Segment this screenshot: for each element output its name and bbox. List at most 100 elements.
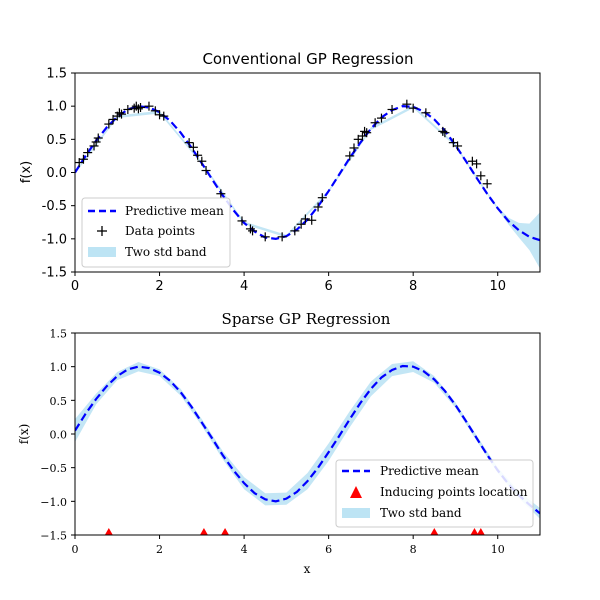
data-point-marker <box>193 150 203 160</box>
legend-label-inducing: Inducing points location <box>380 485 528 499</box>
data-point-marker <box>216 189 226 199</box>
chart-conventional: Conventional GP Regression 0 2 4 6 8 10 -1.5-… <box>19 50 541 294</box>
x-tick-label: 10 <box>491 543 505 556</box>
data-point-marker <box>296 219 306 229</box>
y-tick-label: -1.5 <box>42 266 67 281</box>
y-tick-label: 0.0 <box>46 166 67 181</box>
data-point-marker <box>421 108 431 118</box>
data-point-marker <box>349 143 359 153</box>
data-point-marker <box>290 226 300 236</box>
legend-label-mean: Predictive mean <box>125 204 224 218</box>
x-tick-label: 4 <box>241 543 248 556</box>
legend-label-band: Two std band <box>125 245 207 259</box>
data-point-marker <box>104 119 114 129</box>
data-point-marker <box>91 137 101 147</box>
data-point-marker <box>136 102 146 112</box>
y-tick-label: 0.5 <box>50 395 68 408</box>
y-axis: −1.5 −1.0 −0.5 0.0 0.5 1.0 1.5 <box>40 328 75 543</box>
y-tick-label: 1.5 <box>50 328 68 341</box>
inducing-points-layer <box>104 528 485 535</box>
data-point-marker <box>155 110 165 120</box>
data-point-marker <box>117 109 126 119</box>
data-point-marker <box>201 166 211 176</box>
std-band-layer <box>75 361 540 519</box>
x-tick-label: 8 <box>409 279 417 294</box>
data-point-marker <box>237 216 247 226</box>
y-tick-label: 1.0 <box>46 100 67 115</box>
data-point-marker <box>362 128 372 138</box>
y-tick-label: 1.5 <box>46 67 67 82</box>
x-tick-label: 0 <box>71 279 79 294</box>
data-point-marker <box>159 111 169 121</box>
x-tick-label: 6 <box>324 279 332 294</box>
inducing-point-marker <box>104 528 113 535</box>
predictive-mean-layer <box>75 105 540 242</box>
legend-triangle-icon <box>350 486 362 498</box>
legend-box <box>81 197 231 268</box>
data-point-marker <box>248 226 258 236</box>
y-axis: -1.5 -1.0 -0.5 0.0 0.5 1.0 1.5 <box>42 67 75 281</box>
data-point-marker <box>123 104 133 114</box>
data-point-marker <box>184 138 194 148</box>
x-tick-label: 2 <box>155 279 163 294</box>
y-axis-label: f(x) <box>19 161 34 183</box>
y-tick-label: −0.5 <box>40 462 67 475</box>
data-point-marker <box>408 103 418 113</box>
data-point-marker <box>360 126 370 136</box>
x-tick-label: 4 <box>240 279 248 294</box>
data-point-marker <box>133 104 143 114</box>
data-point-marker <box>376 113 386 123</box>
data-point-marker <box>472 159 482 169</box>
data-point-marker <box>277 232 287 242</box>
y-tick-label: 1.0 <box>50 361 68 374</box>
data-point-marker <box>387 104 397 114</box>
data-point-marker <box>150 106 160 116</box>
x-tick-label: 6 <box>325 543 332 556</box>
data-point-marker <box>260 232 270 242</box>
data-point-marker <box>402 99 412 109</box>
y-tick-label: 0.5 <box>46 133 67 148</box>
data-point-marker <box>245 224 255 234</box>
legend-band-swatch-icon <box>88 247 116 257</box>
data-point-marker <box>345 151 355 161</box>
legend: Predictive mean Data points Two std band <box>81 197 231 268</box>
data-point-marker <box>313 202 323 212</box>
y-axis-label: f(x) <box>17 424 31 445</box>
legend-plus-icon <box>97 226 107 236</box>
x-axis: 0 2 4 6 8 10 <box>72 535 505 556</box>
data-point-marker <box>317 193 327 203</box>
x-axis: 0 2 4 6 8 10 <box>71 272 506 294</box>
data-point-marker <box>482 179 492 189</box>
chart-sparse: Sparse GP Regression 0 2 4 6 8 10 −1.5 −1.0 −0.… <box>17 310 541 576</box>
data-point-marker <box>370 118 380 128</box>
legend-label-band: Two std band <box>380 506 462 520</box>
data-point-marker <box>197 156 207 166</box>
data-point-marker <box>438 126 448 136</box>
data-points-layer <box>74 99 492 242</box>
data-point-marker <box>129 103 139 113</box>
data-point-marker <box>114 108 124 118</box>
inducing-point-marker <box>221 528 230 535</box>
x-tick-label: 0 <box>72 543 79 556</box>
y-tick-label: -1.0 <box>42 232 67 247</box>
predictive-mean-line <box>75 364 540 515</box>
inducing-point-marker <box>430 528 439 535</box>
predictive-mean-line <box>75 105 540 242</box>
data-point-marker <box>453 141 463 151</box>
legend-label-mean: Predictive mean <box>380 464 479 478</box>
legend-label-points: Data points <box>125 224 195 238</box>
chart-title: Conventional GP Regression <box>202 50 413 68</box>
data-point-marker <box>300 214 310 224</box>
legend-box <box>335 459 534 528</box>
y-tick-label: -0.5 <box>42 199 67 214</box>
predictive-mean-layer <box>75 364 540 515</box>
std-band-area <box>75 361 540 519</box>
data-point-marker <box>440 128 450 138</box>
y-tick-label: −1.0 <box>40 496 67 509</box>
legend: Predictive mean Inducing points location… <box>335 459 534 528</box>
data-point-marker <box>307 215 317 225</box>
y-tick-label: 0.0 <box>50 429 68 442</box>
legend-band-swatch-icon <box>342 508 370 518</box>
x-tick-label: 10 <box>489 279 506 294</box>
